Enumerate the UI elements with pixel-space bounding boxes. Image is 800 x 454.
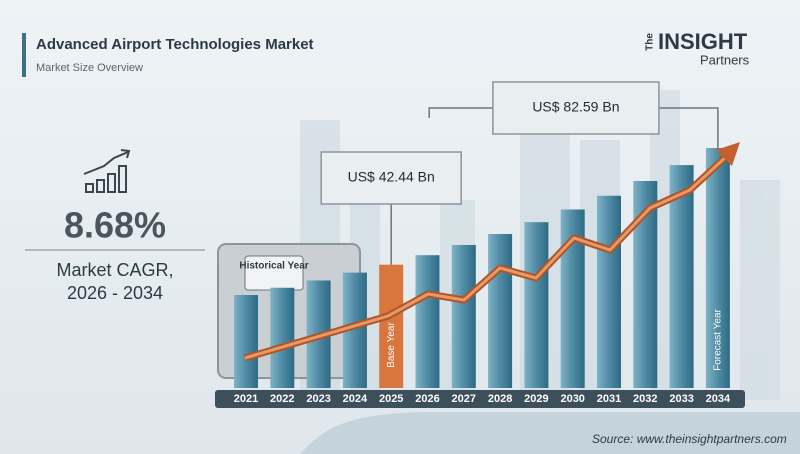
logo-insight: INSIGHT [658, 29, 748, 54]
x-tick-label: 2026 [415, 393, 439, 405]
growth-icon [83, 149, 131, 193]
x-tick-label: 2031 [597, 393, 621, 405]
value-label: US$ 42.44 Bn [348, 169, 435, 185]
source: Source: www.theinsightpartners.com [592, 432, 787, 446]
logo-the: The [645, 33, 656, 51]
accent-bar [22, 33, 26, 77]
x-tick-label: 2027 [452, 393, 476, 405]
x-tick-label: 2022 [270, 393, 294, 405]
bar [488, 234, 513, 388]
x-tick-label: 2029 [524, 393, 548, 405]
growth-arrow-highlight [244, 153, 730, 360]
arrow-head [716, 142, 740, 166]
historical-label: Historical Year [239, 261, 308, 272]
cagr-label: Market CAGR, [56, 260, 173, 280]
bar [705, 148, 730, 388]
cagr-value: 8.68% [64, 205, 166, 246]
connector [428, 107, 719, 148]
bar [270, 287, 295, 388]
forecast-year-label: Forecast Year [713, 308, 724, 370]
logo-partners: Partners [700, 52, 750, 67]
x-tick-label: 2032 [633, 393, 657, 405]
x-tick-label: 2023 [306, 393, 330, 405]
bar [669, 165, 694, 388]
x-tick-label: 2034 [706, 393, 731, 405]
bar [597, 195, 621, 388]
x-axis-strip [215, 390, 745, 408]
value-label: US$ 82.59 Bn [532, 99, 619, 115]
x-tick-label: 2033 [669, 393, 693, 405]
bar [415, 255, 440, 388]
base-year-label: Base Year [386, 322, 397, 368]
x-tick-label: 2028 [488, 393, 512, 405]
title: Advanced Airport Technologies Market [36, 36, 314, 53]
bar [451, 244, 476, 388]
cagr-period: 2026 - 2034 [67, 283, 163, 303]
x-tick-label: 2024 [343, 393, 368, 405]
subtitle: Market Size Overview [36, 62, 143, 74]
callout-box [492, 81, 660, 135]
x-tick-label: 2021 [234, 393, 258, 405]
bar [234, 295, 258, 388]
x-tick-label: 2030 [560, 393, 584, 405]
x-tick-label: 2025 [379, 393, 403, 405]
road [300, 412, 800, 454]
callout-box [320, 151, 462, 205]
bar [379, 264, 404, 388]
bar [524, 222, 549, 388]
